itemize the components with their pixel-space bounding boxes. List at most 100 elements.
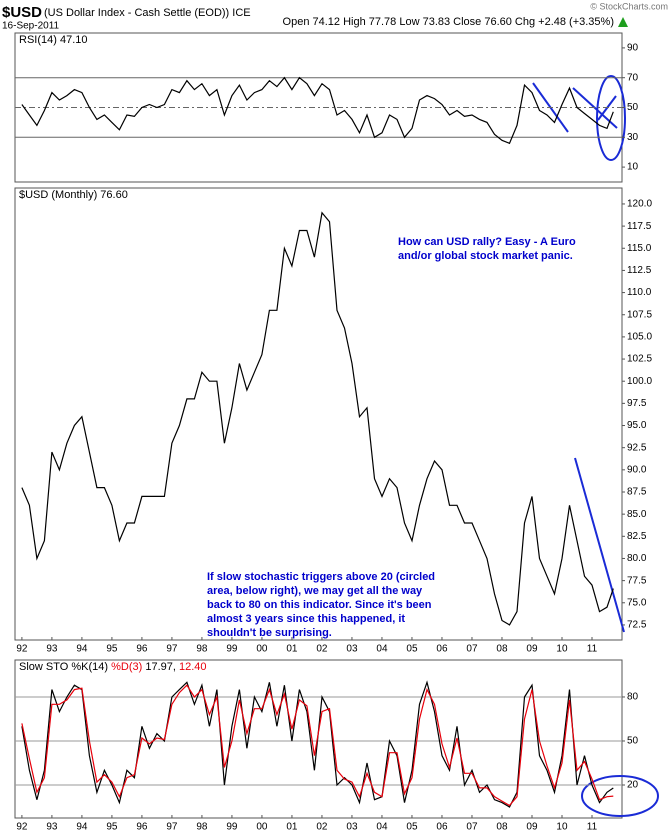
y-tick-label: 77.5 xyxy=(627,575,647,586)
title-text: Slow STO xyxy=(19,661,69,673)
title-text: $USD (Monthly) 76.60 xyxy=(19,189,128,201)
x-tick-label: 08 xyxy=(496,644,508,655)
price-panel xyxy=(14,187,623,641)
date: 16-Sep-2011 xyxy=(2,21,60,32)
y-tick-label: 115.0 xyxy=(627,243,652,254)
x-tick-label: 98 xyxy=(196,644,208,655)
annotation: How can USD rally? Easy - A Euro xyxy=(398,236,576,248)
circle xyxy=(581,775,659,817)
circle xyxy=(596,75,626,161)
legend-entry: %D(3) xyxy=(111,661,142,673)
y-tick-label: 30 xyxy=(627,132,639,143)
x-tick-label: 02 xyxy=(316,822,328,833)
series-line xyxy=(21,680,614,808)
annotation: and/or global stock market panic. xyxy=(398,250,573,262)
y-tick-label: 50 xyxy=(627,736,639,747)
trend-line xyxy=(574,457,625,633)
x-tick-label: 00 xyxy=(256,644,268,655)
x-tick-label: 03 xyxy=(346,644,358,655)
panel-title: RSI(14) 47.10 xyxy=(19,34,87,46)
quote: Open 74.12 High 77.78 Low 73.83 Close 76… xyxy=(283,16,614,28)
y-tick-label: 100.0 xyxy=(627,376,652,387)
x-tick-label: 94 xyxy=(76,822,88,833)
x-tick-label: 99 xyxy=(226,644,238,655)
y-tick-label: 85.0 xyxy=(627,509,647,520)
reading: 17.97, xyxy=(145,661,176,673)
x-tick-label: 96 xyxy=(136,644,148,655)
symbol: $USD xyxy=(2,4,42,21)
x-tick-label: 11 xyxy=(587,644,598,655)
x-tick-label: 07 xyxy=(466,644,478,655)
x-tick-label: 03 xyxy=(346,822,358,833)
x-tick-label: 02 xyxy=(316,644,328,655)
x-tick-label: 05 xyxy=(406,822,418,833)
x-tick-label: 97 xyxy=(166,822,178,833)
y-tick-label: 92.5 xyxy=(627,442,647,453)
y-tick-label: 10 xyxy=(627,162,639,173)
y-tick-label: 117.5 xyxy=(627,221,652,232)
copyright: © StockCharts.com xyxy=(590,1,668,11)
y-tick-label: 110.0 xyxy=(627,287,652,298)
annotation: area, below right), we may get all the w… xyxy=(207,585,423,597)
reading: 12.40 xyxy=(179,661,207,673)
sto-panel xyxy=(14,659,623,819)
x-tick-label: 95 xyxy=(106,644,118,655)
x-tick-label: 09 xyxy=(526,644,538,655)
panel-title: Slow STO %K(14) %D(3) 17.97, 12.40 xyxy=(19,661,207,673)
x-tick-label: 05 xyxy=(406,644,418,655)
y-tick-label: 102.5 xyxy=(627,354,652,365)
y-tick-label: 107.5 xyxy=(627,309,652,320)
y-tick-label: 75.0 xyxy=(627,597,647,608)
y-tick-label: 120.0 xyxy=(627,199,652,210)
x-tick-label: 01 xyxy=(286,644,298,655)
x-tick-label: 04 xyxy=(376,822,388,833)
x-tick-label: 93 xyxy=(46,644,58,655)
annotation: back to 80 on this indicator. Since it's… xyxy=(207,599,432,611)
x-tick-label: 92 xyxy=(16,822,28,833)
series-line xyxy=(21,76,614,145)
y-tick-label: 90.0 xyxy=(627,464,647,475)
up-arrow xyxy=(618,17,628,27)
x-tick-label: 10 xyxy=(556,644,568,655)
panel-title: $USD (Monthly) 76.60 xyxy=(19,189,128,201)
x-tick-label: 95 xyxy=(106,822,118,833)
x-tick-label: 04 xyxy=(376,644,388,655)
x-tick-label: 99 xyxy=(226,822,238,833)
x-tick-label: 11 xyxy=(587,822,598,833)
x-tick-label: 06 xyxy=(436,822,448,833)
y-tick-label: 112.5 xyxy=(627,265,652,276)
legend-entry: %K(14) xyxy=(71,661,108,673)
y-tick-label: 82.5 xyxy=(627,531,647,542)
x-tick-label: 07 xyxy=(466,822,478,833)
y-tick-label: 50 xyxy=(627,102,639,113)
y-tick-label: 90 xyxy=(627,43,639,54)
x-tick-label: 09 xyxy=(526,822,538,833)
y-tick-label: 80.0 xyxy=(627,553,647,564)
title-text: RSI(14) 47.10 xyxy=(19,34,87,46)
annotation: shouldn't be surprising. xyxy=(207,627,332,639)
x-tick-label: 00 xyxy=(256,822,268,833)
x-tick-label: 96 xyxy=(136,822,148,833)
y-tick-label: 70 xyxy=(627,72,639,83)
y-tick-label: 95.0 xyxy=(627,420,647,431)
x-tick-label: 92 xyxy=(16,644,28,655)
x-tick-label: 01 xyxy=(286,822,298,833)
x-tick-label: 08 xyxy=(496,822,508,833)
series-line xyxy=(21,211,614,626)
y-tick-label: 72.5 xyxy=(627,620,647,631)
annotation: If slow stochastic triggers above 20 (ci… xyxy=(207,571,435,583)
series-line xyxy=(21,684,614,807)
y-tick-label: 87.5 xyxy=(627,487,647,498)
x-tick-label: 06 xyxy=(436,644,448,655)
x-tick-label: 94 xyxy=(76,644,88,655)
y-tick-label: 80 xyxy=(627,692,639,703)
y-tick-label: 97.5 xyxy=(627,398,647,409)
annotation: almost 3 years since this happened, it xyxy=(207,613,405,625)
x-tick-label: 93 xyxy=(46,822,58,833)
x-tick-label: 98 xyxy=(196,822,208,833)
x-tick-label: 97 xyxy=(166,644,178,655)
y-tick-label: 105.0 xyxy=(627,332,652,343)
x-tick-label: 10 xyxy=(556,822,568,833)
instrument-name: (US Dollar Index - Cash Settle (EOD)) IC… xyxy=(44,7,251,19)
